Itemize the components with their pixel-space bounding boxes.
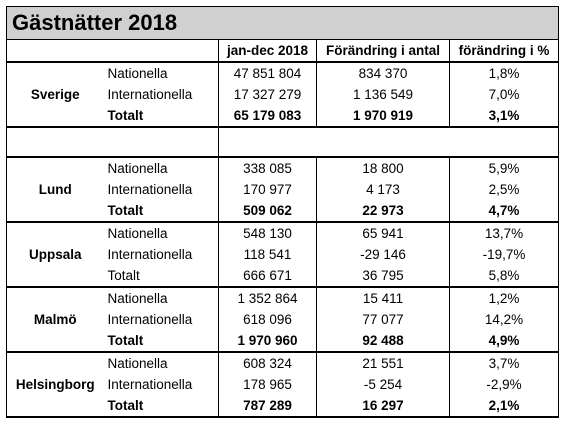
spacer-cell (217, 127, 560, 158)
change-count-cell: 77 077 (316, 309, 450, 330)
table-row: Totalt 65 179 083 1 970 919 3,1% (7, 105, 560, 128)
city-name: Sverige (6, 62, 104, 128)
header-blank-2 (103, 39, 219, 63)
spacer-row (6, 127, 560, 158)
row-label: Internationella (107, 182, 193, 197)
row-label: Totalt (103, 330, 219, 353)
value-cell: 608 324 (218, 352, 317, 374)
table-row: Helsingborg Nationella 608 324 21 551 3,7% (6, 352, 560, 418)
header-row: jan-dec 2018 Förändring i antal förändri… (6, 39, 560, 63)
header-period: jan-dec 2018 (218, 39, 317, 63)
change-count-cell: 65 941 (316, 222, 450, 244)
change-pct-cell: 4,7% (448, 200, 560, 223)
value-cell: 1 352 864 (218, 287, 317, 309)
table-row: Lund Nationella 338 085 18 800 5,9% (6, 157, 560, 223)
table-row: Totalt 787 289 16 297 2,1% (7, 395, 560, 418)
city-name: Uppsala (6, 222, 104, 288)
city-name: Helsingborg (6, 352, 104, 418)
change-count-cell: 16 297 (316, 395, 450, 418)
row-label: Internationella (107, 247, 193, 262)
city-name: Malmö (6, 287, 104, 353)
value-cell: 17 327 279 (218, 84, 317, 105)
change-count-cell: 18 800 (316, 157, 450, 179)
row-label: Internationella (107, 312, 193, 327)
spacer-cell (6, 127, 219, 158)
value-cell: 618 096 (218, 309, 317, 330)
table-row: Internationella 17 327 279 1 136 549 7,0% (7, 84, 560, 105)
change-count-cell: -29 146 (316, 244, 450, 265)
change-pct-cell: 2,5% (448, 179, 560, 200)
change-count-cell: 1 136 549 (316, 84, 450, 105)
change-pct-cell: -2,9% (448, 374, 560, 395)
row-label: Totalt (103, 395, 219, 418)
change-count-cell: 1 970 919 (316, 105, 450, 128)
table-row: Sverige Nationella 47 851 804 834 370 1,8% (6, 62, 560, 128)
value-cell: 509 062 (218, 200, 317, 223)
change-count-cell: -5 254 (316, 374, 450, 395)
change-count-cell: 834 370 (316, 62, 450, 84)
table-row: Totalt 666 671 36 795 5,8% (7, 265, 560, 288)
table-row: Totalt 1 970 960 92 488 4,9% (7, 330, 560, 353)
row-label: Nationella (107, 161, 168, 176)
value-cell: 178 965 (218, 374, 317, 395)
row-label: Totalt (103, 200, 219, 223)
table-row: Internationella 170 977 4 173 2,5% (7, 179, 560, 200)
header-change-pct: förändring i % (448, 39, 560, 63)
title-row: Gästnätter 2018 (5, 6, 560, 40)
value-cell: 118 541 (218, 244, 317, 265)
table-row: Malmö Nationella 1 352 864 15 411 1,2% (6, 287, 560, 353)
change-pct-cell: 1,2% (448, 287, 560, 309)
change-count-cell: 4 173 (316, 179, 450, 200)
table-row: Internationella 118 541 -29 146 -19,7% (7, 244, 560, 265)
change-pct-cell: -19,7% (448, 244, 560, 265)
change-pct-cell: 1,8% (448, 62, 560, 84)
change-pct-cell: 5,8% (448, 265, 560, 288)
change-count-cell: 21 551 (316, 352, 450, 374)
change-pct-cell: 13,7% (448, 222, 560, 244)
table-row: Totalt 509 062 22 973 4,7% (7, 200, 560, 223)
city-name: Lund (6, 157, 104, 223)
row-label: Nationella (107, 356, 168, 371)
change-pct-cell: 14,2% (448, 309, 560, 330)
value-cell: 47 851 804 (218, 62, 317, 84)
table-row: Internationella 178 965 -5 254 -2,9% (7, 374, 560, 395)
row-label: Nationella (107, 291, 168, 306)
table-row: Uppsala Nationella 548 130 65 941 13,7% (6, 222, 560, 288)
value-cell: 338 085 (218, 157, 317, 179)
change-count-cell: 92 488 (316, 330, 450, 353)
row-label: Internationella (107, 377, 193, 392)
value-cell: 65 179 083 (218, 105, 317, 128)
change-count-cell: 36 795 (316, 265, 450, 288)
row-label: Totalt (103, 265, 219, 288)
change-pct-cell: 3,1% (448, 105, 560, 128)
change-pct-cell: 4,9% (448, 330, 560, 353)
table-row: Internationella 618 096 77 077 14,2% (7, 309, 560, 330)
row-label: Nationella (107, 226, 168, 241)
value-cell: 1 970 960 (218, 330, 317, 353)
change-pct-cell: 2,1% (448, 395, 560, 418)
header-blank (6, 39, 104, 63)
row-label: Nationella (107, 66, 168, 81)
table-title: Gästnätter 2018 (5, 6, 560, 40)
change-count-cell: 15 411 (316, 287, 450, 309)
change-pct-cell: 5,9% (448, 157, 560, 179)
guest-nights-table: Gästnätter 2018 jan-dec 2018 Förändring … (5, 6, 560, 418)
row-label: Internationella (107, 87, 193, 102)
row-label: Totalt (103, 105, 219, 128)
value-cell: 170 977 (218, 179, 317, 200)
change-count-cell: 22 973 (316, 200, 450, 223)
value-cell: 787 289 (218, 395, 317, 418)
value-cell: 548 130 (218, 222, 317, 244)
value-cell: 666 671 (218, 265, 317, 288)
change-pct-cell: 7,0% (448, 84, 560, 105)
header-change-count: Förändring i antal (316, 39, 450, 63)
change-pct-cell: 3,7% (448, 352, 560, 374)
